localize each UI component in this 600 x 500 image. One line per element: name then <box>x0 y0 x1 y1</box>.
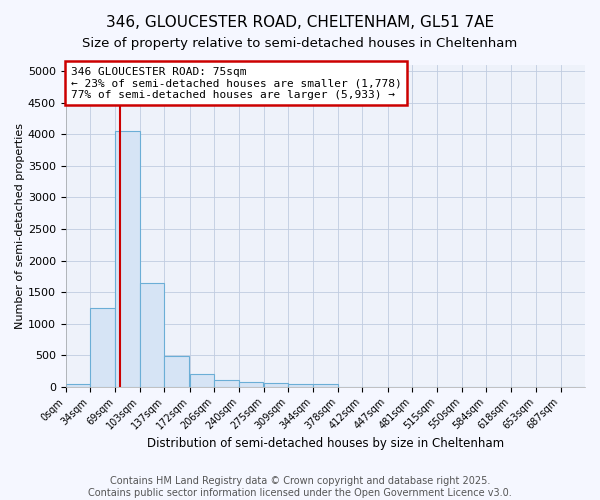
Bar <box>140 282 164 387</box>
Bar <box>214 380 239 386</box>
X-axis label: Distribution of semi-detached houses by size in Cheltenham: Distribution of semi-detached houses by … <box>147 437 504 450</box>
Bar <box>164 356 189 386</box>
Bar <box>90 308 115 386</box>
Bar <box>190 374 214 386</box>
Bar <box>288 384 313 386</box>
Text: 346 GLOUCESTER ROAD: 75sqm
← 23% of semi-detached houses are smaller (1,778)
77%: 346 GLOUCESTER ROAD: 75sqm ← 23% of semi… <box>71 66 401 100</box>
Bar <box>65 384 90 386</box>
Bar <box>264 383 288 386</box>
Text: 346, GLOUCESTER ROAD, CHELTENHAM, GL51 7AE: 346, GLOUCESTER ROAD, CHELTENHAM, GL51 7… <box>106 15 494 30</box>
Y-axis label: Number of semi-detached properties: Number of semi-detached properties <box>15 123 25 329</box>
Text: Size of property relative to semi-detached houses in Cheltenham: Size of property relative to semi-detach… <box>82 38 518 51</box>
Bar <box>239 382 263 386</box>
Bar <box>115 131 140 386</box>
Bar <box>313 384 338 386</box>
Text: Contains HM Land Registry data © Crown copyright and database right 2025.
Contai: Contains HM Land Registry data © Crown c… <box>88 476 512 498</box>
